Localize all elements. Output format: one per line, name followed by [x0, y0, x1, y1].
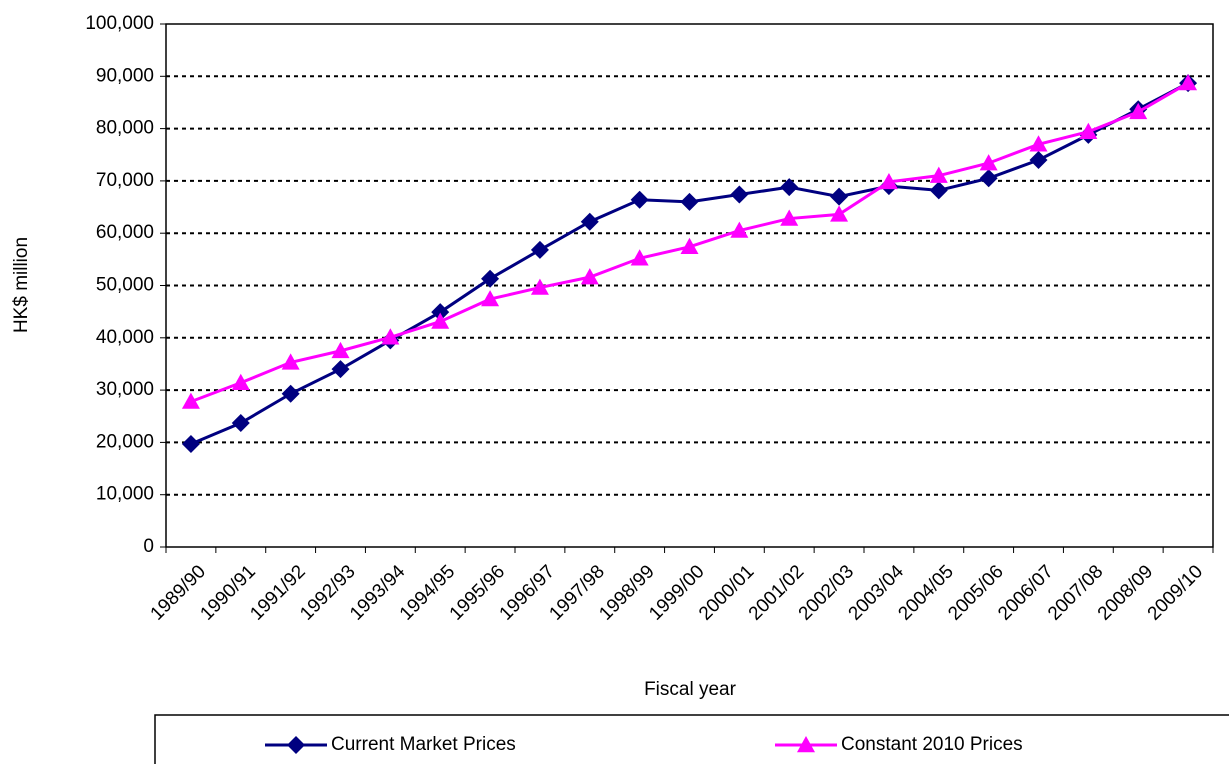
y-tick-label: 20,000 — [96, 431, 154, 452]
marker — [481, 269, 500, 288]
marker — [530, 240, 549, 259]
y-tick-label: 80,000 — [96, 118, 154, 139]
marker — [797, 736, 815, 753]
marker — [481, 290, 500, 307]
marker — [780, 209, 799, 226]
marker — [431, 303, 450, 322]
marker — [1029, 150, 1048, 169]
marker — [1179, 74, 1198, 91]
marker — [1079, 122, 1098, 139]
marker — [231, 373, 250, 390]
marker — [281, 353, 300, 370]
marker — [929, 181, 948, 200]
y-tick-label: 30,000 — [96, 379, 154, 400]
marker — [630, 190, 649, 209]
marker — [530, 278, 549, 295]
y-axis-title: HK$ million — [11, 237, 32, 333]
marker — [580, 212, 599, 231]
y-tick-label: 40,000 — [96, 327, 154, 348]
y-tick-label: 50,000 — [96, 275, 154, 296]
y-tick-label: 90,000 — [96, 65, 154, 86]
marker — [780, 178, 799, 197]
y-tick-label: 0 — [143, 536, 154, 557]
y-tick-label: 70,000 — [96, 170, 154, 191]
marker — [181, 392, 200, 409]
marker — [879, 172, 898, 190]
marker — [381, 328, 400, 345]
marker — [929, 166, 948, 183]
marker — [680, 237, 699, 254]
marker — [830, 187, 849, 206]
marker — [580, 268, 599, 285]
x-tick-label: 2009/10 — [1144, 561, 1207, 624]
marker — [730, 185, 749, 204]
marker — [680, 192, 699, 211]
marker — [331, 341, 350, 359]
marker — [231, 414, 250, 433]
legend-label: Current Market Prices — [331, 734, 516, 755]
marker — [181, 434, 200, 453]
x-axis-title: Fiscal year — [644, 679, 737, 700]
marker — [630, 249, 649, 266]
marker — [979, 154, 998, 171]
plot-border — [165, 23, 1214, 548]
marker — [287, 736, 305, 754]
marker — [979, 169, 998, 188]
y-tick-label: 60,000 — [96, 222, 154, 243]
marker — [281, 384, 300, 403]
marker — [1129, 102, 1148, 120]
marker — [830, 205, 849, 222]
legend-box — [154, 714, 1229, 769]
marker — [331, 360, 350, 379]
y-tick-label: 10,000 — [96, 484, 154, 505]
marker — [730, 221, 749, 238]
marker — [1029, 135, 1048, 152]
y-tick-label: 100,000 — [85, 13, 154, 34]
legend-label: Constant 2010 Prices — [841, 734, 1023, 755]
marker — [431, 312, 450, 329]
